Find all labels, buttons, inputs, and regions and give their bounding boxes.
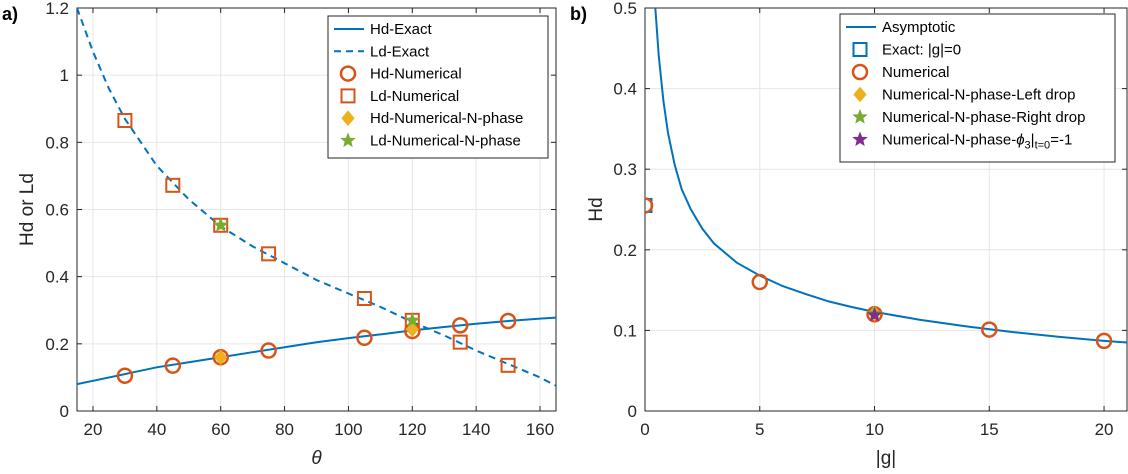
- x-tick-label: 100: [334, 420, 362, 439]
- data-point-star: [212, 217, 229, 232]
- data-point-square: [500, 357, 516, 373]
- data-point-circle: [981, 321, 998, 338]
- legend-label: Hd-Numerical-N-phase: [370, 110, 523, 127]
- legend-circle-icon: [851, 63, 869, 81]
- x-tick-label: 15: [980, 420, 999, 439]
- x-tick-label: 20: [84, 420, 103, 439]
- x-axis-label: |g|: [876, 448, 896, 469]
- legend-label-phi: ϕ: [1016, 132, 1024, 149]
- legend-diamond-icon: [853, 86, 867, 103]
- legend-square-icon: [340, 88, 356, 104]
- y-tick-label: 0.6: [45, 201, 69, 220]
- legend: Hd-Exact Ld-Exact Hd-Numerical Ld-Numerical…: [327, 15, 549, 159]
- data-point-diamond: [405, 321, 419, 338]
- legend-box: [327, 15, 549, 159]
- y-tick-label: 0: [60, 402, 69, 421]
- x-axis-label: θ: [311, 448, 322, 469]
- chart-panel-b: 0 5 10 15 20 0 0.1 0.2 0.3 0.4 0.5 |g| Hd b) Asymptoti…: [570, 0, 1128, 469]
- data-point-circle: [116, 367, 134, 384]
- y-tick-label: 1.2: [45, 0, 69, 18]
- legend-label: Hd-Numerical: [370, 66, 462, 83]
- data-point-square: [452, 334, 468, 350]
- data-point-circle: [499, 312, 517, 330]
- y-tick-label: 0.1: [613, 321, 637, 340]
- x-tick-label: 120: [398, 420, 426, 439]
- y-axis-label: Hd: [586, 197, 607, 221]
- y-tick-label: 0.4: [45, 268, 69, 287]
- legend-label: Hd-Exact: [370, 21, 433, 38]
- series-line-1: [77, 8, 556, 387]
- legend-label: Numerical-N-phase-ϕ3|t=0=-1: [882, 132, 1072, 152]
- y-tick-label: 0: [628, 402, 637, 421]
- legend-label-cond-sub: t=0: [1035, 140, 1051, 152]
- y-axis-label: Hd or Ld: [17, 173, 38, 246]
- data-point-square: [117, 113, 133, 129]
- axes-box: [644, 7, 1128, 412]
- legend-label: Numerical-N-phase-Left drop: [882, 87, 1075, 104]
- data-point-star: [404, 312, 421, 327]
- plot-area: [77, 8, 556, 387]
- data-point-square: [165, 177, 181, 193]
- data-point-circle: [164, 357, 182, 374]
- plot-area: [645, 8, 1127, 350]
- x-tick-label: 80: [275, 420, 294, 439]
- legend-label-phi-sub: 3: [1025, 140, 1031, 152]
- legend-label-prefix: Numerical-N-phase-: [882, 132, 1016, 149]
- y-tick-label: 0.2: [613, 241, 637, 260]
- data-point-circle: [645, 197, 654, 214]
- legend-box: [839, 13, 1116, 163]
- x-tick-label: 160: [526, 420, 554, 439]
- y-tick-label: 0.4: [613, 80, 637, 99]
- y-tick-label: 0.5: [613, 0, 637, 18]
- legend-label: Numerical: [882, 64, 950, 81]
- legend-circle-icon: [339, 65, 357, 82]
- legend-label-suffix: =-1: [1050, 132, 1072, 149]
- chart-panel-a: 20 40 60 80 100 120 140 160 0 0.2 0.4 0.6 0.8 1 1.2 θ Hd…: [2, 0, 557, 469]
- legend-label: Exact: |g|=0: [882, 42, 961, 59]
- x-tick-label: 140: [462, 420, 490, 439]
- data-point-square: [261, 246, 277, 262]
- x-tick-label: 20: [1095, 420, 1114, 439]
- x-tick-label: 10: [865, 420, 884, 439]
- legend-star-icon: [852, 131, 868, 147]
- y-tick-label: 0.2: [45, 335, 69, 354]
- panel-label: b): [570, 4, 587, 24]
- data-point-star: [866, 306, 883, 322]
- data-point-circle: [356, 329, 373, 347]
- data-point-diamond: [214, 349, 228, 366]
- legend-label-bar: |: [1031, 132, 1035, 149]
- x-tick-label: 40: [147, 420, 166, 439]
- x-tick-label: 60: [211, 420, 230, 439]
- y-tick-label: 0.3: [613, 160, 637, 179]
- x-tick-label: 0: [640, 420, 649, 439]
- y-tick-label: 0.8: [45, 133, 69, 152]
- data-point-circle: [451, 317, 469, 334]
- data-point-circle: [1095, 332, 1113, 350]
- data-point-square: [356, 290, 372, 306]
- legend-label: Asymptotic: [882, 19, 956, 36]
- panel-label: a): [2, 4, 18, 24]
- legend-diamond-icon: [341, 110, 355, 126]
- y-tick-label: 1: [60, 66, 69, 85]
- x-tick-label: 5: [755, 420, 764, 439]
- legend: Asymptotic Exact: |g|=0 Numerical Numerical…: [839, 13, 1116, 163]
- legend-star-icon: [852, 108, 868, 124]
- data-point-circle: [260, 342, 277, 359]
- series-line-0: [77, 316, 556, 386]
- legend-star-icon: [340, 132, 356, 148]
- legend-label: Ld-Exact: [370, 43, 430, 60]
- legend-label: Ld-Numerical-N-phase: [370, 133, 521, 150]
- data-point-circle: [751, 273, 769, 291]
- legend-label: Numerical-N-phase-Right drop: [882, 109, 1085, 126]
- legend-square-icon: [852, 42, 868, 57]
- legend-label: Ld-Numerical: [370, 88, 459, 105]
- series-line-0: [654, 8, 1127, 344]
